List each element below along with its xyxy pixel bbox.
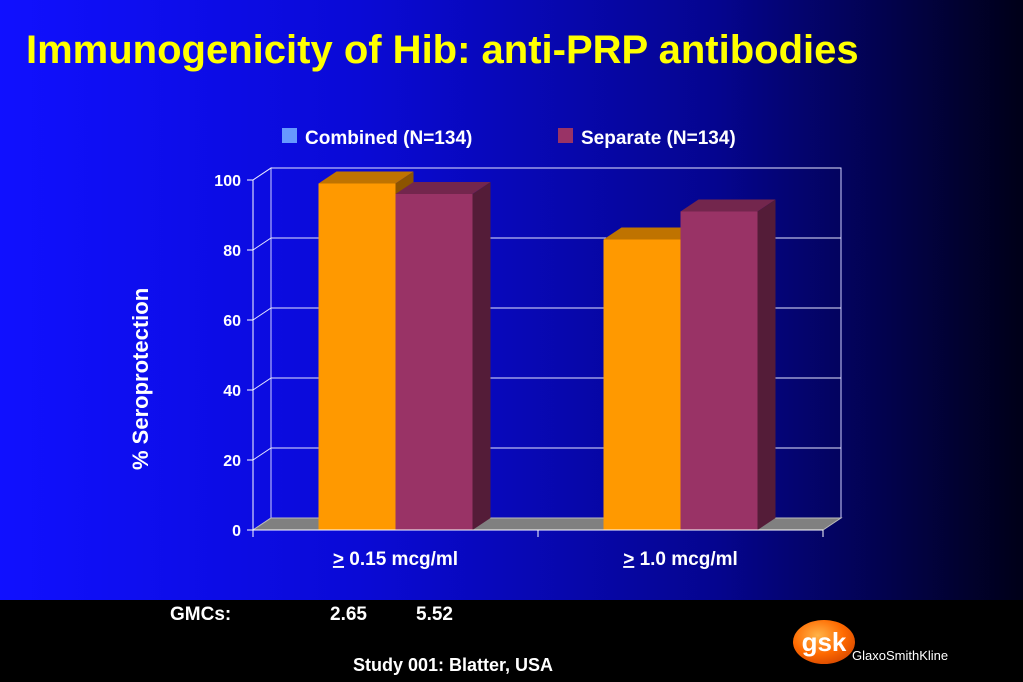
bars (318, 171, 776, 530)
y-axis-label: % Seroprotection (128, 287, 153, 470)
bar-top (395, 182, 491, 194)
y-tick-label: 0 (232, 523, 241, 540)
bar-top (603, 227, 699, 240)
legend-swatch (558, 128, 573, 143)
x-tick-text: 0.15 mcg/ml (344, 549, 458, 570)
legend-label: Separate (N=134) (581, 128, 736, 149)
y-tick-label: 100 (214, 173, 241, 190)
x-tick-symbol: > (623, 549, 634, 570)
logo-text: gsk (802, 627, 847, 657)
gmc-label: GMCs: (170, 604, 232, 625)
x-tick-label: > 1.0 mcg/ml (623, 549, 738, 570)
gsk-logo: gsk (793, 620, 855, 664)
x-tick-symbol: > (333, 549, 344, 570)
x-tick-text: 1.0 mcg/ml (634, 549, 738, 570)
bar (680, 211, 758, 530)
x-tick-label: > 0.15 mcg/ml (333, 549, 458, 570)
bar (395, 194, 473, 530)
chart-legend: Combined (N=134) Separate (N=134) (282, 128, 736, 149)
y-tick-label: 60 (223, 313, 241, 330)
legend-swatch (282, 128, 297, 143)
bar (603, 239, 681, 530)
bar-top (680, 199, 776, 212)
y-tick-label: 80 (223, 243, 241, 260)
bar (318, 183, 396, 530)
slide-background (0, 0, 1023, 600)
slide-title: Immunogenicity of Hib: anti-PRP antibodi… (26, 28, 859, 72)
y-tick-label: 40 (223, 383, 241, 400)
gmc-value-2: 5.52 (416, 604, 453, 625)
y-tick-label: 20 (223, 453, 241, 470)
bar-side (472, 182, 491, 530)
bar-top (318, 171, 414, 184)
side-wall (252, 167, 272, 531)
company-name: GlaxoSmithKline (852, 648, 949, 663)
bar-side (757, 199, 776, 530)
study-citation: Study 001: Blatter, USA (353, 655, 554, 675)
gmc-value-1: 2.65 (330, 604, 367, 625)
gridline (252, 167, 841, 181)
legend-label: Combined (N=134) (305, 128, 472, 149)
